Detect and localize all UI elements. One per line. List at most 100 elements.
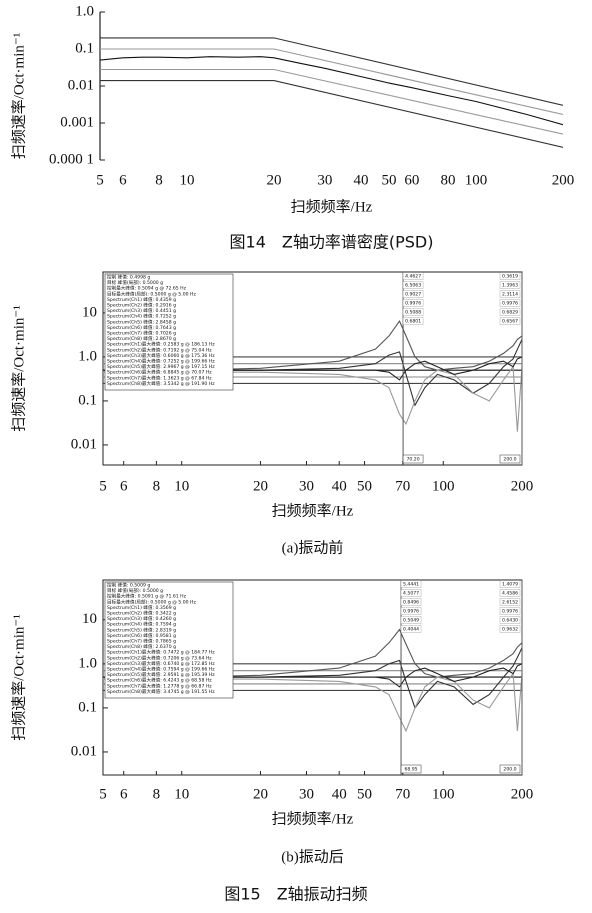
series-group [100, 37, 563, 148]
legend-entry: Spectrum(Ch3)最大峰值: 0.6060 g @ 175.36 Hz [107, 352, 215, 359]
x-tick-label: 8 [153, 478, 161, 494]
series-line [100, 37, 563, 106]
legend-entry: 目标 峰值(局部): 0.5000 g [107, 279, 163, 286]
x-tick-label: 20 [266, 172, 281, 188]
readout-box [400, 607, 422, 615]
legend-entry: Spectrum(Ch5)最大峰值: 2.9967 g @ 197.15 Hz [107, 363, 215, 370]
x-tick-label: 100 [432, 786, 455, 802]
legend-entry: 控制最大峰值: 0.5091 g @ 71.61 Hz [107, 593, 187, 600]
readout: 6.5063 [405, 283, 421, 289]
readout: 2.3114 [502, 292, 518, 298]
series-line [103, 356, 522, 381]
readout: 5.4441 [403, 582, 419, 588]
series-line [100, 56, 563, 126]
y-tick-label: 0.1 [75, 40, 94, 56]
series-line [103, 339, 522, 407]
cursor-label: 200.0 [503, 457, 516, 463]
readout-box [402, 290, 424, 298]
readout: 0.9976 [502, 301, 518, 307]
y-tick-label: 1.0 [78, 348, 97, 364]
legend-entry: Spectrum(Ch5) 峰值: 2.8458 g [107, 318, 176, 325]
legend-entry: Spectrum(Ch1)最大峰值: 0.2583 g @ 186.13 Hz [107, 341, 215, 348]
legend-entry: 控制 峰值: 0.5009 g [107, 582, 150, 589]
y-tick-label: 1.0 [75, 3, 94, 19]
legend-entry: Spectrum(Ch2) 峰值: 0.2916 g [107, 302, 176, 309]
legend-entry: 目标 峰值(局部): 0.5000 g [107, 587, 163, 594]
readout-box [400, 598, 422, 606]
legend-entry: 目标最大峰值(局部): 0.5000 g @ 5.00 Hz [107, 598, 196, 605]
x-tick-label: 5 [99, 786, 107, 802]
x-tick-label: 8 [153, 786, 161, 802]
readout-box [400, 580, 422, 588]
caption: (a)振动前 [282, 539, 344, 556]
x-tick-label: 40 [332, 478, 347, 494]
readout: 2.6152 [502, 600, 518, 606]
x-tick-label: 100 [432, 478, 455, 494]
readout-box [402, 308, 424, 316]
readout-box [400, 616, 422, 624]
readout-box [400, 625, 422, 633]
readout: 0.9976 [403, 609, 419, 615]
readout: 0.9976 [405, 301, 421, 307]
legend-entry: Spectrum(Ch8)最大峰值: 3.5342 g @ 191.90 Hz [107, 380, 215, 387]
x-tick-label: 20 [253, 786, 268, 802]
readout: 1.3963 [502, 283, 518, 289]
legend-entry: Spectrum(Ch1) 峰值: 0.4359 g [107, 296, 176, 303]
cursor-label-box [499, 454, 521, 464]
readout: 4.4586 [502, 591, 518, 597]
readout-box [499, 317, 521, 325]
legend-entry: Spectrum(Ch5) 峰值: 2.8319 g [107, 626, 176, 633]
x-tick-label: 30 [299, 478, 314, 494]
readout-box [499, 598, 521, 606]
x-tick-label: 200 [511, 786, 534, 802]
readout: 0.8496 [403, 600, 419, 606]
readout: 0.4044 [403, 627, 419, 633]
series-line [103, 647, 522, 710]
readout-box [499, 272, 521, 280]
readout-box [402, 281, 424, 289]
cursor-label-box [402, 454, 424, 464]
x-tick-label: 6 [119, 172, 127, 188]
series-group [103, 628, 522, 733]
legend-entry: Spectrum(Ch8) 峰值: 2.6370 g [107, 643, 176, 650]
caption: 图14 Z轴功率谱密度(PSD) [230, 233, 434, 252]
readout: 4.5077 [403, 591, 419, 597]
chart: 10 1.0 0.1 0.01 5 6 8 10 20 30 40 50 70 100 200 扫频速率/Oc… [10, 579, 534, 865]
x-tick-label: 80 [440, 172, 455, 188]
legend-entry: Spectrum(Ch4) 峰值: 0.7594 g [107, 621, 176, 628]
legend-entry: Spectrum(Ch6) 峰值: 0.7643 g [107, 324, 176, 331]
caption: (b)振动后 [281, 848, 344, 865]
readout: 0.9027 [405, 292, 421, 298]
x-tick-label: 8 [155, 172, 163, 188]
legend-entry: Spectrum(Ch6)最大峰值: 6.4243 g @ 68.58 Hz [107, 677, 212, 684]
cursor-label: 200.0 [503, 767, 516, 773]
legend-entry: Spectrum(Ch1)最大峰值: 0.7472 g @ 184.77 Hz [107, 649, 215, 656]
y-tick-label: 0.001 [60, 114, 94, 130]
y-tick-label: 0.1 [78, 699, 97, 715]
legend-entry: Spectrum(Ch7) 峰值: 0.7026 g [107, 330, 176, 337]
legend-entry: 控制 峰值: 0.4998 g [107, 274, 150, 281]
series-line [103, 663, 522, 688]
figure-caption: 图15 Z轴振动扫频 [224, 885, 367, 904]
readout-box [402, 272, 424, 280]
x-tick-label: 30 [299, 786, 314, 802]
readout: 0.9632 [502, 627, 518, 633]
readout: 4.4627 [405, 274, 421, 280]
x-tick-label: 30 [317, 172, 332, 188]
readout-box [499, 607, 521, 615]
legend-entry: Spectrum(Ch6) 峰值: 0.9581 g [107, 632, 176, 639]
x-axis-label: 扫频频率/Hz [272, 810, 354, 827]
cursor-label: 70.20 [407, 457, 420, 463]
legend-entry: Spectrum(Ch2)最大峰值: 0.7192 g @ 75.04 Hz [107, 346, 212, 353]
x-tick-label: 5 [99, 478, 107, 494]
legend-box [104, 581, 234, 699]
x-tick-label: 10 [174, 478, 189, 494]
legend-entry: Spectrum(Ch7)最大峰值: 1.3623 g @ 67.84 Hz [107, 374, 212, 381]
chart: 10 1.0 0.1 0.01 5 6 8 10 20 30 40 50 70 100 200 扫频速率/Oc… [10, 271, 533, 556]
readout-box [499, 281, 521, 289]
legend-entry: Spectrum(Ch4)最大峰值: 0.7252 g @ 199.66 Hz [107, 358, 215, 365]
y-axis-label: 扫频速率/Oct·min⁻¹ [10, 305, 27, 432]
readout: 0.6430 [502, 618, 518, 624]
readout-box [499, 625, 521, 633]
